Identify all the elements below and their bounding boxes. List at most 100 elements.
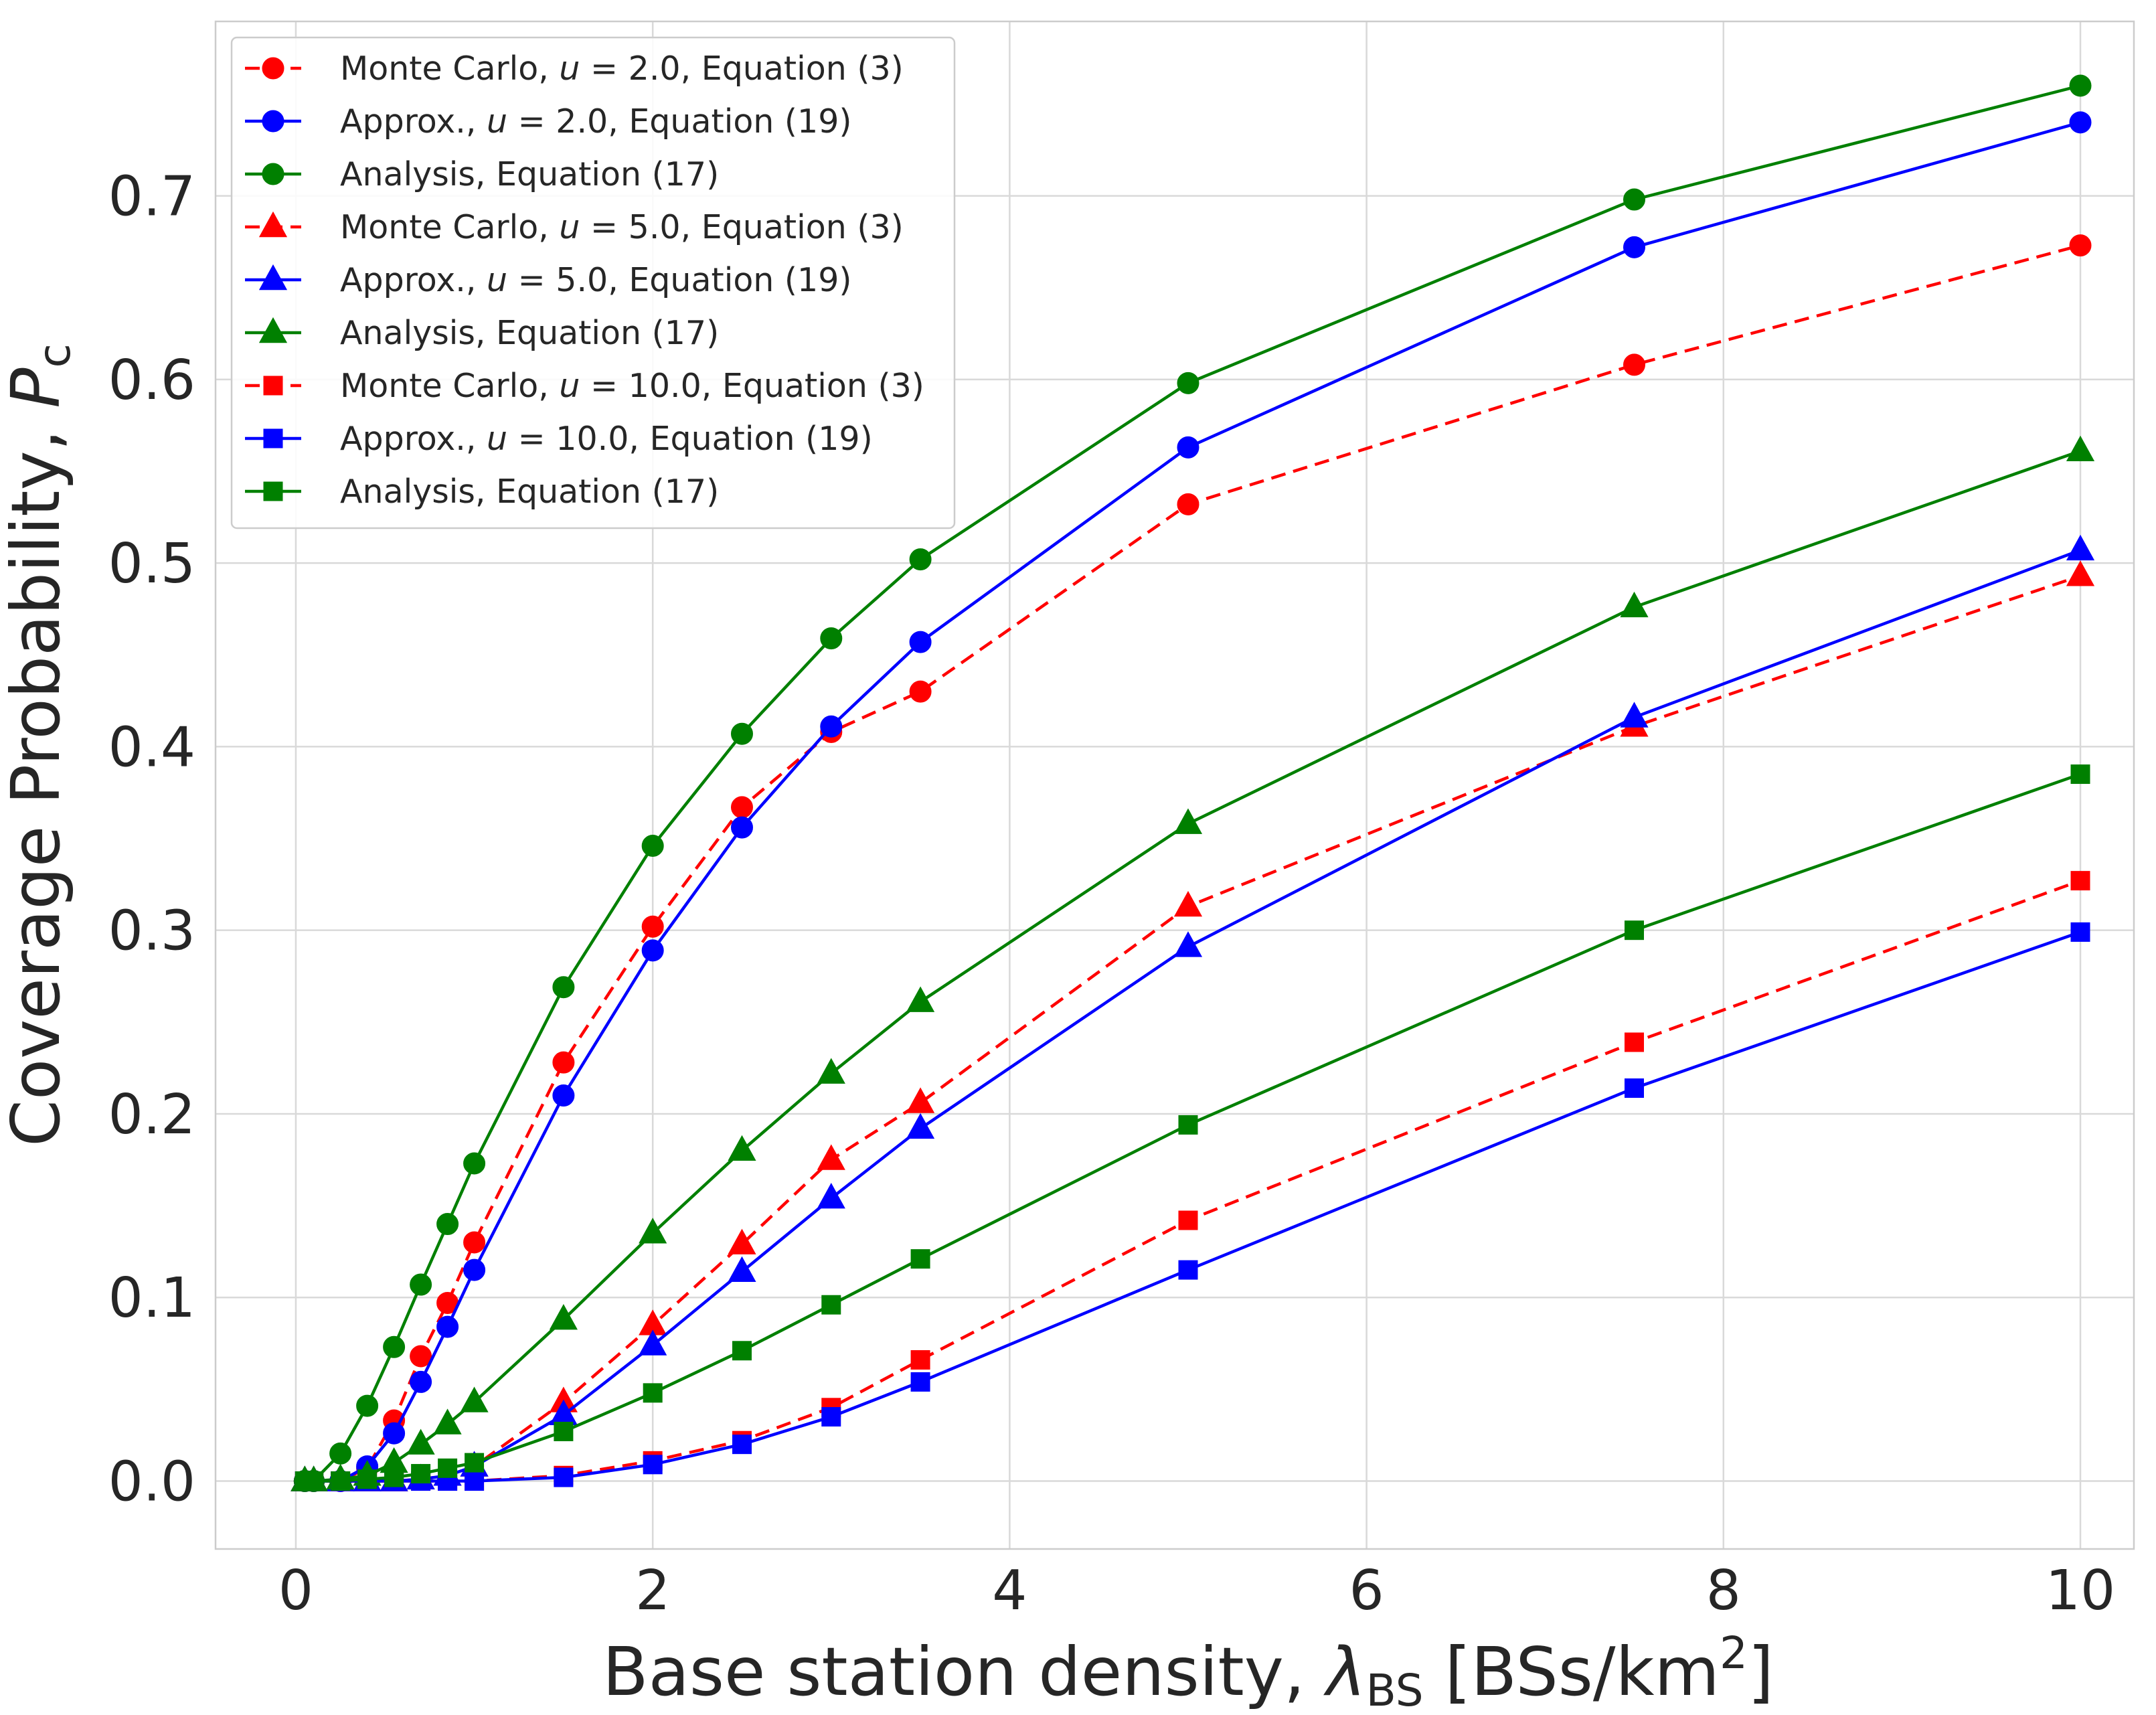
data-point <box>820 715 843 738</box>
data-point <box>910 1249 930 1269</box>
data-point <box>2070 871 2090 891</box>
data-point <box>2070 764 2090 785</box>
x-axis-label: Base station density, λBS [BSs/km2] <box>602 1627 1774 1715</box>
data-point <box>643 1455 663 1475</box>
x-tick-label: 8 <box>1706 1559 1741 1623</box>
data-point <box>2066 560 2095 586</box>
legend-label-rest: = 10.0, Equation (3) <box>580 367 924 405</box>
data-point <box>730 796 753 819</box>
legend-label-rest: = 5.0, Equation (19) <box>507 261 851 299</box>
series-line <box>305 120 2081 1483</box>
data-point <box>1625 1078 1645 1098</box>
data-point <box>465 1471 485 1491</box>
legend-marker <box>263 481 283 501</box>
data-point <box>906 1087 935 1113</box>
data-point <box>2069 234 2092 257</box>
series-line <box>305 84 2081 1483</box>
legend-label-rest: = 2.0, Equation (3) <box>580 50 903 88</box>
legend-marker <box>262 163 284 185</box>
legend-label: Approx., u = 2.0, Equation (19) <box>340 102 852 141</box>
legend-label-text: Monte Carlo, <box>340 367 559 405</box>
legend-label: Analysis, Equation (17) <box>340 473 719 511</box>
data-point <box>817 1058 845 1084</box>
legend-label-text: Analysis, Equation (17) <box>340 155 719 193</box>
x-axis-label-superscript: 2 <box>1720 1627 1748 1679</box>
data-point <box>383 1422 406 1445</box>
data-point <box>1623 236 1646 258</box>
data-point <box>909 680 932 703</box>
data-point <box>1173 931 1203 957</box>
data-point <box>641 835 664 858</box>
legend-label: Monte Carlo, u = 10.0, Equation (3) <box>340 367 924 405</box>
grid <box>216 21 2134 1549</box>
data-point <box>2066 435 2095 462</box>
legend-label: Monte Carlo, u = 5.0, Equation (3) <box>340 208 904 246</box>
legend-label-text: Approx., <box>340 420 487 458</box>
legend-label: Analysis, Equation (17) <box>340 155 719 193</box>
data-point <box>1177 372 1199 394</box>
data-point <box>433 1408 462 1435</box>
data-point <box>304 1471 324 1491</box>
data-point <box>732 1435 752 1455</box>
data-point <box>552 976 575 999</box>
legend-label-var: u <box>559 208 580 246</box>
legend-entry: Analysis, Equation (17) <box>245 155 719 193</box>
data-point <box>910 1372 930 1392</box>
data-point <box>2070 922 2090 942</box>
y-tick-label: 0.1 <box>108 1267 195 1330</box>
data-point <box>2066 534 2095 561</box>
y-axis-label-subscript: c <box>29 343 80 368</box>
data-point <box>1625 920 1645 941</box>
legend: Monte Carlo, u = 2.0, Equation (3) Approx… <box>230 36 956 529</box>
data-point <box>1178 1210 1198 1230</box>
data-point <box>1173 808 1203 834</box>
data-point <box>821 1295 841 1315</box>
x-tick-label: 0 <box>278 1559 313 1623</box>
data-point <box>438 1458 458 1478</box>
data-point <box>910 1350 930 1370</box>
data-point <box>639 1218 667 1244</box>
legend-label-text: Analysis, Equation (17) <box>340 314 719 352</box>
legend-label-text: Analysis, Equation (17) <box>340 473 719 511</box>
data-point <box>463 1258 486 1281</box>
legend-label: Monte Carlo, u = 2.0, Equation (3) <box>340 50 904 88</box>
legend-entry: Approx., u = 10.0, Equation (19) <box>245 420 873 458</box>
legend-label: Analysis, Equation (17) <box>340 314 719 352</box>
legend-marker <box>263 376 283 396</box>
data-point <box>384 1467 404 1487</box>
legend-label-text: Monte Carlo, <box>340 208 559 246</box>
y-tick-label: 0.3 <box>108 900 195 963</box>
x-tick-labels: 0 2 4 6 8 10 <box>278 1559 2115 1623</box>
y-tick-label: 0.5 <box>108 532 195 596</box>
legend-label-rest: = 5.0, Equation (3) <box>580 208 903 246</box>
y-axis-label-symbol: P <box>0 368 75 408</box>
legend-box <box>230 36 956 529</box>
x-tick-label: 4 <box>992 1559 1027 1623</box>
x-tick-label: 10 <box>2046 1559 2115 1623</box>
legend-entry: Approx., u = 5.0, Equation (19) <box>245 261 852 299</box>
x-axis-label-units: [BSs/km <box>1424 1633 1720 1711</box>
data-point <box>463 1152 486 1175</box>
data-point <box>383 1335 406 1358</box>
series-analysis_u2 <box>293 74 2092 1493</box>
legend-label: Approx., u = 5.0, Equation (19) <box>340 261 852 299</box>
legend-entry: Monte Carlo, u = 10.0, Equation (3) <box>245 367 924 405</box>
data-point <box>463 1231 486 1254</box>
y-tick-label: 0.2 <box>108 1083 195 1147</box>
y-axis-label: Coverage Probability, Pc <box>0 343 80 1147</box>
x-axis-label-close: ] <box>1748 1633 1774 1711</box>
series-layer <box>291 74 2095 1493</box>
data-point <box>1623 188 1646 211</box>
data-point <box>639 1329 667 1356</box>
data-point <box>1620 591 1649 618</box>
legend-label-var: u <box>559 367 580 405</box>
data-point <box>410 1370 432 1393</box>
legend-label-rest: = 10.0, Equation (19) <box>507 420 873 458</box>
data-point <box>1173 890 1203 917</box>
legend-label-var: u <box>559 50 580 88</box>
legend-label: Approx., u = 10.0, Equation (19) <box>340 420 873 458</box>
data-point <box>331 1471 351 1491</box>
series-line <box>305 772 2081 1483</box>
data-point <box>820 627 843 650</box>
